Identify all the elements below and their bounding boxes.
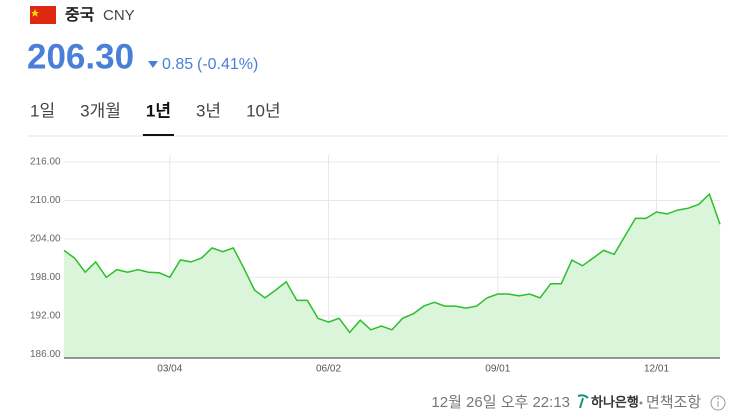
area <box>64 194 720 358</box>
y-tick-label: 198.00 <box>30 272 61 283</box>
y-tick-label: 192.00 <box>30 310 61 321</box>
flag-star <box>31 9 39 17</box>
y-tick-label: 186.00 <box>30 349 61 360</box>
y-tick-label: 216.00 <box>30 157 61 168</box>
x-tick-label: 12/01 <box>644 364 669 375</box>
currency-name: 중국 <box>65 6 95 24</box>
y-tick-label: 210.00 <box>30 195 61 206</box>
info-icon[interactable] <box>710 395 726 411</box>
tab[interactable]: 1일 <box>30 101 55 120</box>
timestamp: 12월 26일 오후 22:13 <box>431 394 570 411</box>
flag <box>30 6 56 24</box>
change: 0.85 <box>162 56 193 73</box>
line <box>63 192 721 334</box>
currency-code: CNY <box>103 7 135 24</box>
flag-bg <box>30 6 56 24</box>
tab[interactable]: 10년 <box>246 101 281 120</box>
y-tick-label: 204.00 <box>30 234 61 245</box>
x-tick-label: 06/02 <box>316 364 341 375</box>
tab[interactable]: 3개월 <box>80 101 121 120</box>
x-tick-label: 09/01 <box>485 364 510 375</box>
separator <box>639 401 643 405</box>
tab[interactable]: 3년 <box>196 101 221 120</box>
down-arrow <box>148 61 158 68</box>
price: 206.30 <box>27 37 134 76</box>
disclaimer[interactable]: 면책조항 <box>646 394 701 411</box>
x-tick-label: 03/04 <box>157 364 182 375</box>
bank: 하나은행 <box>591 394 639 409</box>
info-icon-dot <box>717 397 719 400</box>
bank-logo <box>577 394 589 409</box>
change-pct: (-0.41%) <box>197 56 258 73</box>
tab[interactable]: 1년 <box>146 101 171 120</box>
